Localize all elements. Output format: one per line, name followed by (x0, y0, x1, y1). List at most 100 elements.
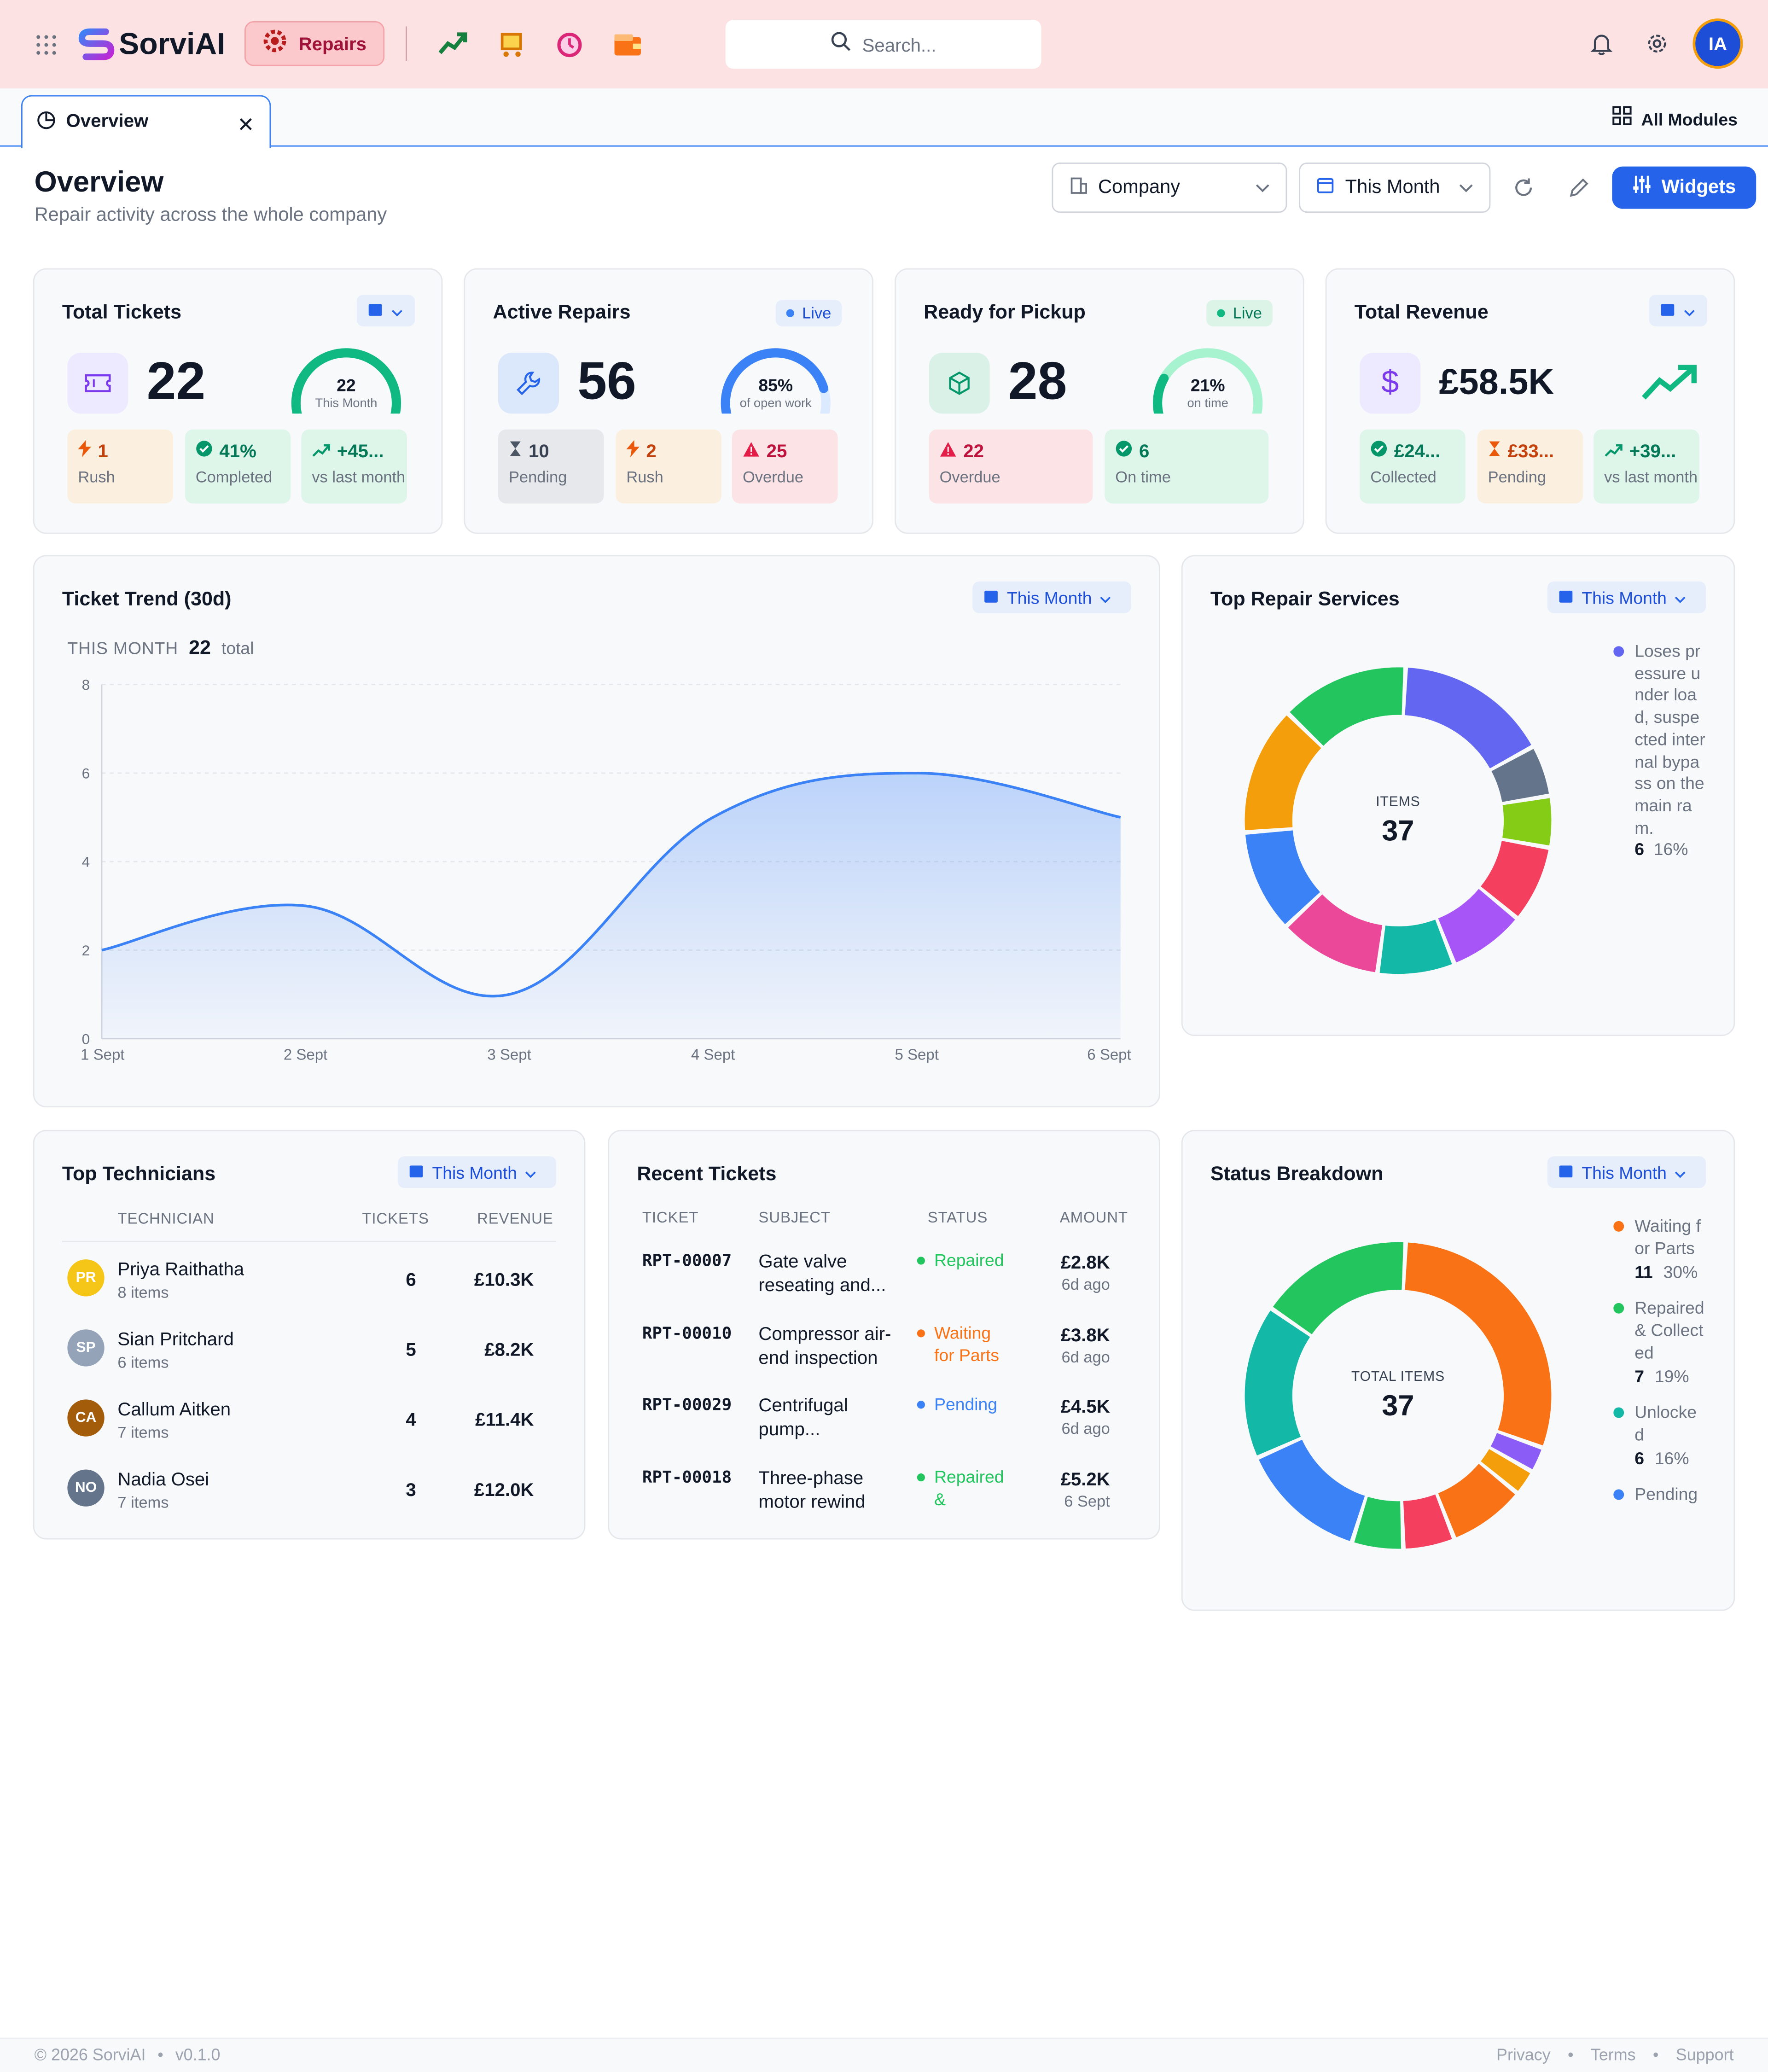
trending-up-icon (1604, 440, 1623, 461)
donut-segment-8[interactable] (1273, 1242, 1404, 1334)
donut-segment-8[interactable] (1245, 715, 1321, 831)
table-row[interactable]: RPT-00029 Centrifugal pump... Pending £4.5K 6… (609, 1391, 1162, 1463)
donut-segment-4[interactable] (1403, 1494, 1452, 1549)
donut-segment-0[interactable] (1405, 1242, 1552, 1446)
module-wallet-icon[interactable] (613, 32, 642, 65)
y-tick-label: 2 (82, 942, 90, 959)
page-title: Overview (34, 165, 164, 198)
module-cart-icon[interactable] (497, 29, 526, 64)
module-clock-icon[interactable] (555, 29, 584, 64)
module-repairs-button[interactable]: Repairs (244, 21, 385, 66)
donut-segment-2[interactable] (1502, 798, 1552, 846)
gauge-value: 85% (758, 375, 793, 396)
footer-link-privacy[interactable]: Privacy (1496, 2045, 1551, 2064)
legend-item[interactable]: Repaired & Collected 7 19% (1613, 1298, 1706, 1389)
period-select[interactable]: This Month (1299, 163, 1491, 213)
donut-segment-5[interactable] (1354, 1496, 1402, 1549)
table-row[interactable]: CA Callum Aitken 7 items 4 £11.4K (35, 1384, 587, 1454)
legend-item[interactable]: Pending (1613, 1484, 1706, 1531)
tile-value: 25 (766, 440, 787, 461)
widgets-button[interactable]: Widgets (1612, 166, 1756, 209)
tile-value: £24... (1394, 440, 1441, 461)
footer-link-terms[interactable]: Terms (1590, 2045, 1636, 2064)
bolt-icon (78, 440, 92, 461)
search-box[interactable]: Search... (725, 20, 1041, 69)
status-period-button[interactable]: This Month (1547, 1156, 1706, 1188)
grid-icon (1612, 106, 1632, 132)
donut-segment-7[interactable] (1245, 1310, 1310, 1455)
donut-segment-0[interactable] (1405, 668, 1531, 768)
all-modules-button[interactable]: All Modules (1612, 106, 1738, 132)
trend-period-button[interactable]: This Month (972, 581, 1131, 613)
donut-segment-3[interactable] (1438, 1463, 1515, 1537)
tile-pending: £33... Pending (1477, 429, 1583, 504)
chevron-down-icon (1256, 176, 1270, 200)
footer-link-support[interactable]: Support (1675, 2045, 1734, 2064)
gear-icon[interactable] (1645, 32, 1669, 62)
calendar-icon (1558, 1162, 1574, 1182)
legend-item[interactable]: Waiting for Parts 11 30% (1613, 1216, 1706, 1285)
donut-segment-6[interactable] (1259, 1439, 1365, 1541)
donut-segment-9[interactable] (1290, 667, 1404, 746)
brand-name[interactable]: SorviAI (119, 26, 226, 61)
top-technicians-card: Top Technicians This Month TECHNICIAN TI… (33, 1129, 587, 1540)
ticket-id[interactable]: RPT-00018 (642, 1466, 732, 1486)
bell-icon[interactable] (1590, 32, 1614, 62)
technician-revenue: £12.0K (474, 1478, 534, 1500)
avatar[interactable]: IA (1692, 18, 1743, 69)
legend-pct: 30% (1663, 1263, 1698, 1283)
donut-segment-6[interactable] (1288, 894, 1383, 972)
legend-item[interactable]: Unlocked 6 16% (1613, 1402, 1706, 1471)
services-period-button[interactable]: This Month (1547, 581, 1706, 613)
donut-segment-1[interactable] (1490, 1433, 1541, 1469)
donut-segment-4[interactable] (1438, 889, 1515, 963)
technicians-period-button[interactable]: This Month (397, 1156, 557, 1188)
sliders-icon (1632, 175, 1652, 201)
legend-item[interactable]: Loses pressure under load, suspected int… (1613, 641, 1706, 861)
tile-value: 1 (98, 440, 108, 461)
donut-segment-1[interactable] (1491, 749, 1549, 802)
top-bar: SorviAI Repairs Search... IA (0, 0, 1768, 89)
tile-overdue: 22 Overdue (929, 429, 1093, 504)
tile-completed: 41% Completed (185, 429, 291, 504)
calendar-icon (1316, 175, 1335, 200)
status-donut (1245, 1242, 1552, 1549)
table-row[interactable]: RPT-00010 Compressor air-end inspection Wa… (609, 1320, 1162, 1391)
tab-overview[interactable]: Overview (21, 95, 271, 148)
kpi-active-repairs: Active Repairs Live 56 85% of open work … (464, 268, 874, 534)
donut-segment-7[interactable] (1245, 830, 1320, 925)
tab-overview-label: Overview (66, 110, 149, 131)
y-tick-label: 8 (82, 676, 90, 693)
tile-value: 41% (219, 440, 256, 461)
package-icon (929, 353, 990, 414)
kpi-period-button[interactable] (356, 295, 415, 326)
tile-label: Rush (626, 467, 663, 487)
ticket-id[interactable]: RPT-00010 (642, 1322, 732, 1342)
status-badge-line2: & (934, 1489, 946, 1509)
table-row[interactable]: RPT-00007 Gate valve reseating and... Repai… (609, 1247, 1162, 1319)
technician-tickets: 4 (406, 1408, 416, 1430)
table-row[interactable]: PR Priya Raithatha 8 items 6 £10.3K (35, 1244, 587, 1314)
donut-segment-5[interactable] (1379, 920, 1452, 974)
kpi-value: 56 (577, 353, 636, 411)
wrench-icon (498, 353, 559, 414)
table-row[interactable]: RPT-00018 Three-phase motor rewind Repaired… (609, 1464, 1162, 1535)
kpi-period-button[interactable] (1649, 295, 1708, 326)
close-icon[interactable] (239, 114, 252, 138)
table-row[interactable]: NO Nadia Osei 7 items 3 £12.0K (35, 1454, 587, 1524)
donut-segment-3[interactable] (1481, 841, 1549, 916)
app-grid-icon[interactable] (35, 35, 57, 56)
live-dot (1217, 309, 1225, 317)
edit-icon[interactable] (1569, 177, 1590, 205)
table-row[interactable]: SP Sian Pritchard 6 items 5 £8.2K (35, 1314, 587, 1384)
company-select[interactable]: Company (1052, 163, 1287, 213)
chevron-down-icon (1683, 301, 1695, 320)
ticket-id[interactable]: RPT-00007 (642, 1250, 732, 1270)
refresh-icon[interactable] (1513, 177, 1534, 205)
period-label: This Month (432, 1162, 518, 1182)
donut-segment-2[interactable] (1481, 1449, 1530, 1491)
ticket-id[interactable]: RPT-00029 (642, 1394, 732, 1414)
module-analytics-icon[interactable] (438, 30, 468, 64)
ticket-subject-line2: reseating and... (758, 1274, 886, 1295)
kpi-value: 28 (1008, 353, 1067, 411)
